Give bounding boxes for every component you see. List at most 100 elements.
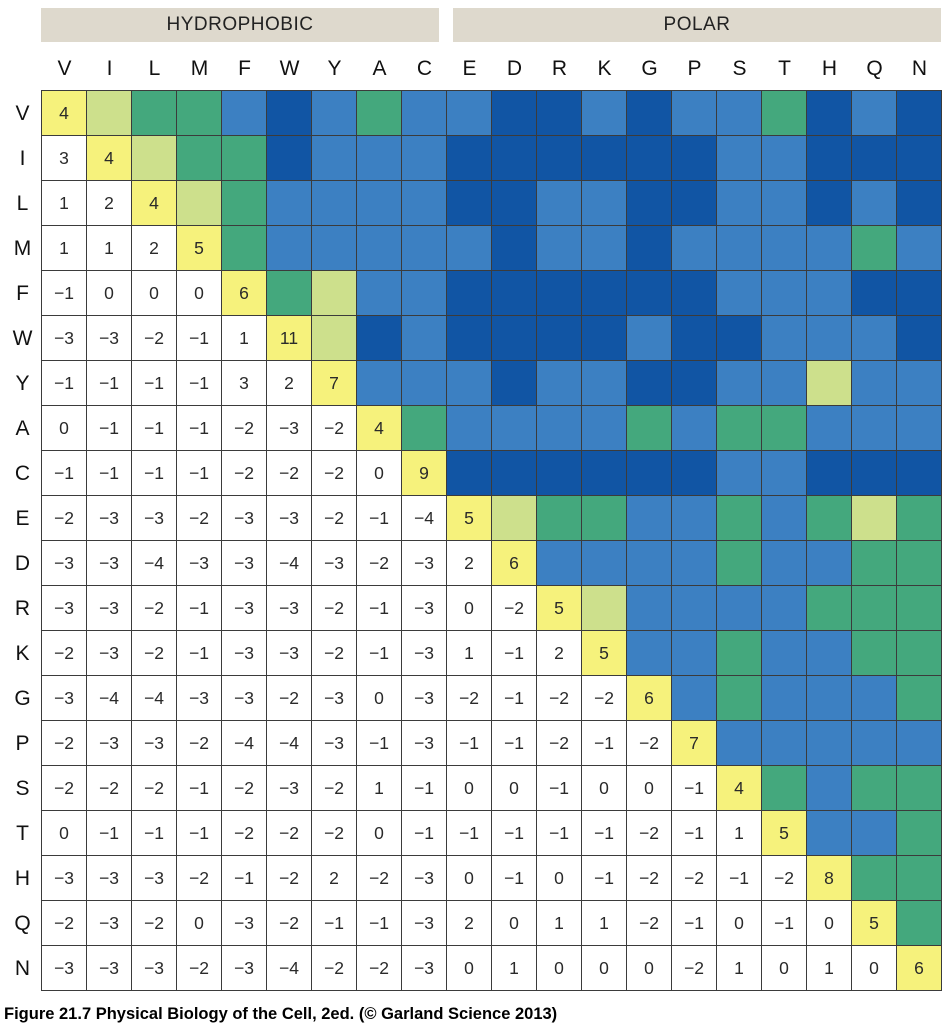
- matrix-cell: [582, 496, 627, 541]
- matrix-cell: [717, 721, 762, 766]
- row-label-M: M: [13, 236, 32, 260]
- matrix-cell: [852, 451, 897, 496]
- matrix-cell: [312, 181, 357, 226]
- matrix-cell: 2: [447, 541, 492, 586]
- matrix-cell: [762, 91, 807, 136]
- matrix-cell: [717, 631, 762, 676]
- matrix-cell: 0: [492, 901, 537, 946]
- col-header-H: H: [821, 57, 838, 80]
- col-header-Q: Q: [866, 57, 883, 80]
- matrix-cell: −1: [447, 721, 492, 766]
- matrix-cell: [807, 136, 852, 181]
- col-header-I: I: [106, 57, 113, 80]
- matrix-cell: 0: [852, 946, 897, 991]
- matrix-cell: [762, 496, 807, 541]
- matrix-cell: −3: [267, 586, 312, 631]
- matrix-cell: −1: [357, 631, 402, 676]
- matrix-cell: 5: [852, 901, 897, 946]
- matrix-cell: 0: [627, 946, 672, 991]
- matrix-cell: [267, 136, 312, 181]
- matrix-cell: −2: [42, 496, 87, 541]
- matrix-cell: [492, 181, 537, 226]
- matrix-cell: −3: [87, 631, 132, 676]
- matrix-cell: [672, 181, 717, 226]
- matrix-cell: 5: [582, 631, 627, 676]
- matrix-cell: 0: [132, 271, 177, 316]
- matrix-cell: −1: [177, 316, 222, 361]
- matrix-cell: −2: [312, 811, 357, 856]
- matrix-cell: 0: [762, 946, 807, 991]
- matrix-cell: [492, 226, 537, 271]
- matrix-cell: −1: [357, 901, 402, 946]
- matrix-cell: −2: [312, 631, 357, 676]
- matrix-cell: [312, 91, 357, 136]
- matrix-cell: −1: [132, 406, 177, 451]
- matrix-cell: [222, 91, 267, 136]
- matrix-cell: −2: [132, 766, 177, 811]
- matrix-cell: [447, 226, 492, 271]
- matrix-cell: 6: [492, 541, 537, 586]
- matrix-cell: [897, 631, 942, 676]
- matrix-cell: −2: [312, 451, 357, 496]
- matrix-cell: [402, 271, 447, 316]
- matrix-cell: [492, 496, 537, 541]
- matrix-cell: [897, 406, 942, 451]
- matrix-cell: 0: [357, 676, 402, 721]
- matrix-cell: [672, 631, 717, 676]
- row-label-S: S: [15, 776, 30, 800]
- matrix-cell: −2: [312, 766, 357, 811]
- matrix-cell: [402, 226, 447, 271]
- matrix-cell: −2: [357, 946, 402, 991]
- matrix-cell: [537, 271, 582, 316]
- matrix-cell: [582, 136, 627, 181]
- matrix-cell: [627, 226, 672, 271]
- matrix-cell: [807, 676, 852, 721]
- matrix-cell: [852, 226, 897, 271]
- matrix-cell: [762, 766, 807, 811]
- matrix-cell: [852, 856, 897, 901]
- matrix-cell: −3: [312, 541, 357, 586]
- matrix-cell: 2: [267, 361, 312, 406]
- matrix-cell: −2: [177, 496, 222, 541]
- matrix-cell: −4: [87, 676, 132, 721]
- matrix-cell: [897, 721, 942, 766]
- matrix-cell: 0: [447, 766, 492, 811]
- matrix-cell: −1: [582, 721, 627, 766]
- matrix-cell: [897, 541, 942, 586]
- matrix-cell: 0: [537, 946, 582, 991]
- matrix-cell: [717, 496, 762, 541]
- matrix-cell: [897, 676, 942, 721]
- matrix-cell: [807, 226, 852, 271]
- matrix-cell: [717, 541, 762, 586]
- matrix-cell: −1: [132, 451, 177, 496]
- matrix-cell: [762, 226, 807, 271]
- matrix-cell: 0: [807, 901, 852, 946]
- matrix-cell: [582, 316, 627, 361]
- matrix-cell: [672, 91, 717, 136]
- matrix-cell: [447, 181, 492, 226]
- matrix-cell: [537, 406, 582, 451]
- matrix-cell: [582, 406, 627, 451]
- matrix-cell: −3: [267, 766, 312, 811]
- matrix-cell: −1: [42, 361, 87, 406]
- matrix-cell: [717, 451, 762, 496]
- matrix-cell: [897, 136, 942, 181]
- matrix-cell: 7: [672, 721, 717, 766]
- matrix-cell: 0: [177, 901, 222, 946]
- matrix-cell: −2: [132, 586, 177, 631]
- matrix-cell: −1: [132, 811, 177, 856]
- matrix-cell: [357, 271, 402, 316]
- matrix-cell: [807, 766, 852, 811]
- matrix-cell: −3: [222, 901, 267, 946]
- matrix-cell: [492, 91, 537, 136]
- matrix-cell: −3: [402, 901, 447, 946]
- matrix-cell: 0: [582, 946, 627, 991]
- matrix-cell: [312, 226, 357, 271]
- matrix-cell: [672, 271, 717, 316]
- matrix-cell: −1: [402, 766, 447, 811]
- matrix-cell: 8: [807, 856, 852, 901]
- matrix-cell: [537, 136, 582, 181]
- matrix-cell: −4: [132, 676, 177, 721]
- matrix-cell: [762, 361, 807, 406]
